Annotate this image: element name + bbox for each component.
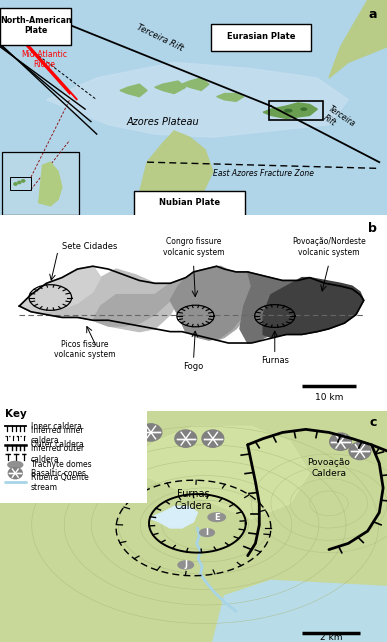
Text: c: c	[370, 415, 377, 428]
Text: Nubian Plate: Nubian Plate	[159, 198, 220, 207]
Circle shape	[9, 467, 22, 479]
FancyBboxPatch shape	[0, 8, 71, 45]
Polygon shape	[213, 580, 387, 642]
FancyBboxPatch shape	[211, 24, 311, 51]
Circle shape	[330, 433, 351, 450]
Text: Terceira
Rift: Terceira Rift	[321, 105, 357, 137]
Polygon shape	[170, 266, 252, 340]
Text: Furnas: Furnas	[261, 356, 289, 365]
Polygon shape	[93, 266, 252, 340]
Polygon shape	[116, 426, 310, 519]
Polygon shape	[263, 277, 364, 337]
Polygon shape	[329, 0, 387, 78]
Polygon shape	[240, 272, 310, 343]
Circle shape	[202, 430, 224, 447]
Polygon shape	[19, 266, 186, 332]
Text: East Azores Fracture Zone: East Azores Fracture Zone	[213, 169, 314, 178]
Text: Povoação
Caldera: Povoação Caldera	[308, 458, 350, 478]
Bar	[0, 411, 147, 503]
Text: I: I	[205, 528, 209, 537]
Text: 2 km: 2 km	[320, 634, 342, 642]
Text: E: E	[214, 513, 219, 522]
Ellipse shape	[8, 462, 23, 468]
Text: Furnas
Caldera: Furnas Caldera	[175, 489, 212, 511]
Text: Basaltic cones: Basaltic cones	[31, 469, 86, 478]
Text: Azores Plateau: Azores Plateau	[126, 117, 199, 126]
Polygon shape	[120, 84, 147, 97]
Bar	[2, 152, 79, 214]
Text: Povoação/Nordeste
volcanic system: Povoação/Nordeste volcanic system	[292, 238, 366, 257]
Circle shape	[140, 424, 162, 441]
Text: Inner caldera: Inner caldera	[31, 422, 81, 431]
Text: Eurasian Plate: Eurasian Plate	[227, 32, 296, 41]
Ellipse shape	[301, 108, 307, 110]
Text: Fogo: Fogo	[183, 361, 204, 370]
Polygon shape	[182, 78, 209, 91]
Text: Outer caldera: Outer caldera	[31, 440, 83, 449]
Circle shape	[175, 430, 197, 447]
Circle shape	[14, 183, 17, 186]
Bar	[0, 411, 147, 503]
Text: 10 km: 10 km	[315, 393, 343, 402]
Text: Inferred inner
caldera: Inferred inner caldera	[31, 426, 83, 446]
Text: b: b	[368, 222, 377, 235]
Polygon shape	[263, 103, 317, 119]
Text: Picos fissure
volcanic system: Picos fissure volcanic system	[55, 340, 116, 360]
Polygon shape	[139, 131, 213, 218]
FancyBboxPatch shape	[134, 191, 245, 216]
Polygon shape	[155, 81, 186, 94]
Polygon shape	[19, 266, 101, 312]
Text: North-American
Plate: North-American Plate	[0, 16, 72, 35]
Circle shape	[18, 181, 21, 184]
Polygon shape	[46, 62, 348, 137]
Ellipse shape	[178, 561, 194, 569]
Ellipse shape	[200, 529, 214, 537]
Polygon shape	[19, 266, 101, 317]
Text: Ribeira Quente
stream: Ribeira Quente stream	[31, 473, 88, 492]
Polygon shape	[151, 507, 197, 528]
Circle shape	[22, 180, 25, 182]
Text: Terceira Rift: Terceira Rift	[135, 23, 185, 53]
Polygon shape	[39, 162, 62, 206]
Ellipse shape	[208, 513, 225, 521]
Text: Key: Key	[5, 409, 26, 419]
Polygon shape	[217, 94, 244, 101]
Text: a: a	[369, 8, 377, 21]
Bar	[269, 101, 323, 120]
Circle shape	[349, 442, 371, 460]
Text: Inferred outer
caldera: Inferred outer caldera	[31, 444, 84, 464]
Text: Sete Cidades: Sete Cidades	[62, 242, 117, 251]
Circle shape	[117, 424, 139, 441]
Text: Mid-Atlantic
Ridge: Mid-Atlantic Ridge	[22, 49, 67, 69]
Text: Congro fissure
volcanic system: Congro fissure volcanic system	[163, 238, 224, 257]
Ellipse shape	[285, 109, 292, 112]
Text: Trachyte domes: Trachyte domes	[31, 460, 91, 469]
Text: J: J	[184, 560, 187, 569]
Bar	[10, 177, 31, 189]
